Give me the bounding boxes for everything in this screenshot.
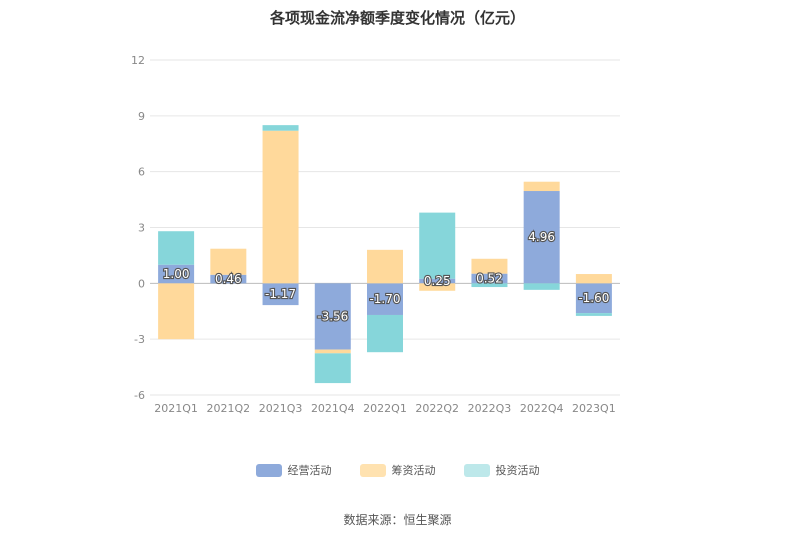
x-tick-label: 2023Q1 [572, 402, 616, 415]
bar-operating [367, 283, 403, 315]
bar-investing [262, 125, 299, 131]
x-tick-label: 2021Q4 [311, 402, 355, 415]
legend-label-operating: 经营活动 [287, 464, 332, 477]
x-tick-label: 2022Q3 [468, 402, 512, 415]
bar-investing [523, 283, 560, 290]
bar-operating [158, 264, 195, 284]
legend-label-financing: 筹资活动 [391, 464, 436, 477]
x-tick-label: 2021Q2 [207, 402, 251, 415]
bar-investing [575, 313, 612, 316]
legend-label-investing: 投资活动 [495, 464, 540, 477]
bar-financing [314, 349, 351, 354]
bar-operating [314, 283, 351, 350]
data-label: -3.56 [317, 309, 348, 323]
x-tick-label: 2022Q1 [363, 402, 407, 415]
bar-financing [367, 249, 403, 284]
y-tick-label: 9 [138, 110, 145, 123]
data-label: -1.60 [578, 291, 609, 305]
bar-investing [367, 314, 403, 353]
data-label: 0.25 [424, 274, 451, 288]
data-label: -1.17 [265, 287, 296, 301]
x-tick-label: 2022Q4 [520, 402, 564, 415]
bar-operating [262, 283, 299, 306]
bar-financing [471, 258, 508, 274]
stacked-bar-chart: -6 -3 0 3 6 9 12 2021Q1 2021Q2 2021Q3 2021Q4 2022Q1… [131, 54, 620, 415]
x-tick-label: 2021Q3 [259, 402, 303, 415]
bar-investing [314, 353, 351, 384]
legend-item-operating[interactable]: 经营活动 [255, 462, 332, 478]
bar-financing [158, 283, 195, 340]
data-source-note: 数据来源：恒生聚源 [343, 513, 452, 527]
bar-operating [523, 191, 560, 284]
data-label: 0.52 [476, 271, 503, 285]
y-tick-label: -6 [134, 389, 145, 402]
x-tick-label: 2021Q1 [154, 402, 198, 415]
bar-financing [210, 248, 247, 275]
y-tick-label: -3 [134, 333, 145, 346]
legend-swatch-operating [255, 463, 282, 477]
legend-item-investing[interactable]: 投资活动 [463, 462, 540, 478]
bar-operating [471, 273, 508, 284]
data-label: -1.70 [369, 292, 400, 306]
y-tick-label: 0 [138, 277, 145, 290]
bar-financing [262, 130, 299, 284]
x-tick-label: 2022Q2 [415, 402, 459, 415]
legend-swatch-financing [359, 463, 386, 477]
chart-legend: 经营活动 筹资活动 投资活动 [0, 462, 795, 478]
bar-investing [419, 212, 456, 279]
y-tick-label: 3 [138, 222, 145, 235]
bar-financing [575, 274, 612, 284]
bar-investing [471, 283, 508, 288]
y-tick-label: 6 [138, 166, 145, 179]
y-tick-label: 12 [131, 54, 145, 67]
data-label: 4.96 [528, 230, 555, 244]
data-label: 0.46 [215, 272, 242, 286]
bar-operating [575, 283, 612, 314]
bar-financing [523, 181, 560, 192]
legend-item-financing[interactable]: 筹资活动 [359, 462, 436, 478]
bar-operating [419, 278, 456, 284]
bar-financing [419, 283, 456, 291]
legend-swatch-investing [463, 463, 490, 477]
bar-operating [210, 274, 247, 284]
bar-investing [158, 231, 195, 265]
chart-title: 各项现金流净额季度变化情况（亿元） [269, 9, 525, 27]
data-label: 1.00 [163, 267, 190, 281]
